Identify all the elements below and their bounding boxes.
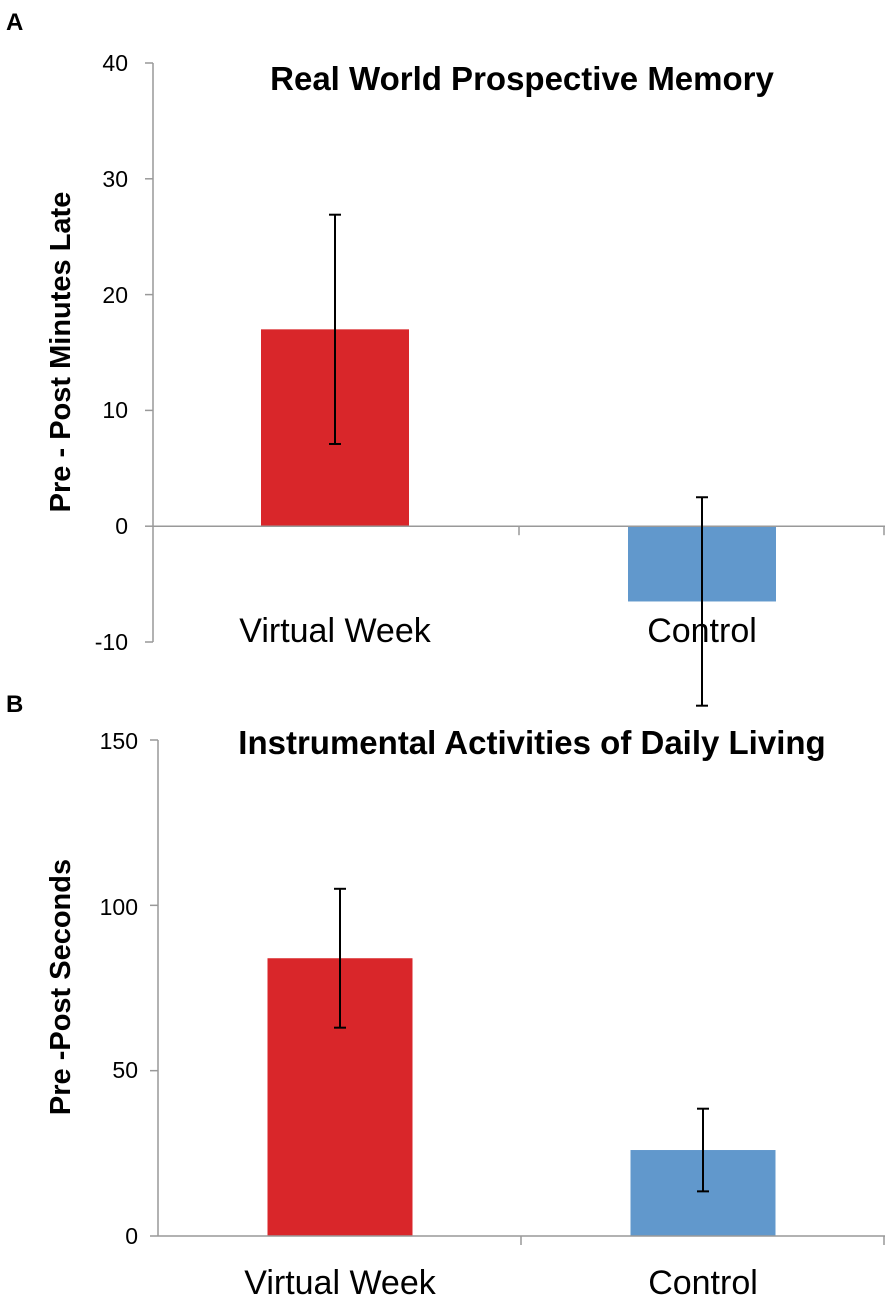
panel-b: B Instrumental Activities of Daily Livin… [6, 691, 885, 1300]
chart-b-y-axis-label: Pre -Post Seconds [45, 859, 77, 1115]
chart-b-category-label: Control [648, 1264, 758, 1300]
chart-a-ytick-label: 10 [102, 397, 128, 423]
panel-a: A Real World Prospective Memory Pre - Po… [6, 9, 885, 707]
chart-a-error-bars [329, 213, 708, 707]
chart-b-bars [267, 958, 776, 1236]
chart-a-category-label: Virtual Week [239, 612, 431, 650]
chart-a-ytick-label: 30 [102, 166, 128, 192]
chart-b-title: Instrumental Activities of Daily Living [238, 724, 825, 761]
chart-b-category-label: Virtual Week [244, 1264, 436, 1300]
chart-b-error-bar-0 [334, 887, 346, 1029]
chart-a-ytick-label: 20 [102, 282, 128, 308]
chart-a-bars [261, 329, 776, 602]
chart-a-ytick-label: 0 [115, 513, 128, 539]
chart-b-ytick-label: 50 [112, 1057, 138, 1083]
chart-a-category-label: Control [647, 612, 757, 650]
chart-a-axes [145, 62, 885, 643]
chart-a-error-bar-1 [696, 496, 708, 707]
chart-a-y-ticks: 40 30 20 10 0 -10 [95, 50, 128, 655]
chart-a-ytick-label: -10 [95, 629, 128, 655]
chart-a-title: Real World Prospective Memory [270, 60, 774, 97]
chart-b-y-ticks: 150 100 50 0 [100, 728, 138, 1249]
chart-b-ytick-label: 150 [100, 728, 138, 754]
chart-b-axes [150, 739, 885, 1245]
chart-a-ytick-label: 40 [102, 50, 128, 76]
panel-letter-a: A [6, 9, 23, 36]
panel-letter-b: B [6, 691, 23, 718]
chart-a-error-bar-0 [329, 213, 341, 445]
chart-b-error-bar-1 [697, 1107, 709, 1193]
chart-b-ytick-label: 100 [100, 894, 138, 920]
chart-a-y-axis-label: Pre - Post Minutes Late [45, 192, 77, 513]
chart-b-ytick-label: 0 [125, 1223, 138, 1249]
chart-b-error-bars [334, 887, 709, 1193]
